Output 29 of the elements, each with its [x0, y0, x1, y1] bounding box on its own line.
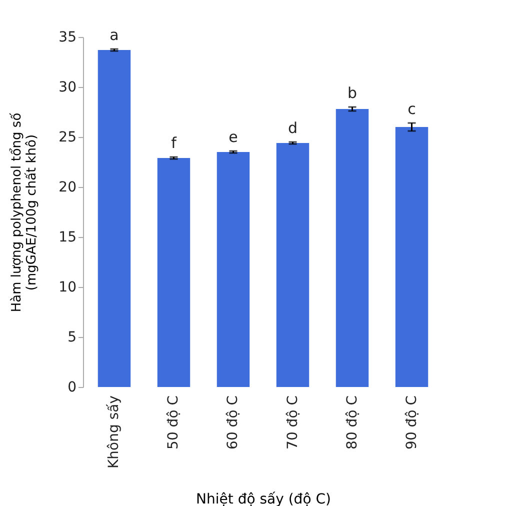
annotation: e: [228, 128, 238, 146]
y-tick-label: 25: [58, 130, 76, 146]
y-tick-label: 30: [58, 80, 76, 96]
y-tick-label: 5: [68, 330, 76, 346]
bar: [216, 152, 250, 387]
y-tick-label: 35: [58, 30, 76, 46]
bar: [157, 158, 190, 387]
x-tick-label: Không sấy: [106, 396, 122, 468]
text: (mgGAE/100g chất khô): [24, 134, 40, 291]
y-tick-label: 10: [58, 280, 76, 296]
text: Hàm lượng polyphenol tổng số: [10, 112, 25, 312]
bar: [98, 50, 131, 387]
annotation: f: [171, 134, 178, 152]
x-tick-label: 80 độ C: [344, 395, 360, 450]
annotation: a: [110, 26, 119, 44]
x-tick-label: 90 độ C: [404, 395, 420, 450]
x-axis-title: Nhiệt độ sấy (độ C): [196, 491, 331, 506]
annotation: c: [408, 100, 416, 118]
bar: [336, 109, 369, 387]
annotation: b: [347, 84, 358, 102]
x-tick-label: 60 độ C: [225, 395, 242, 450]
bar: [395, 127, 428, 387]
y-tick-label: 20: [58, 180, 76, 196]
x-tick-label: 70 độ C: [284, 395, 301, 450]
y-tick-label: 0: [68, 380, 76, 396]
annotation: d: [288, 119, 298, 137]
x-tick-label: 50 độ C: [166, 395, 182, 450]
bar: [276, 143, 310, 387]
y-tick-label: 15: [58, 230, 76, 246]
